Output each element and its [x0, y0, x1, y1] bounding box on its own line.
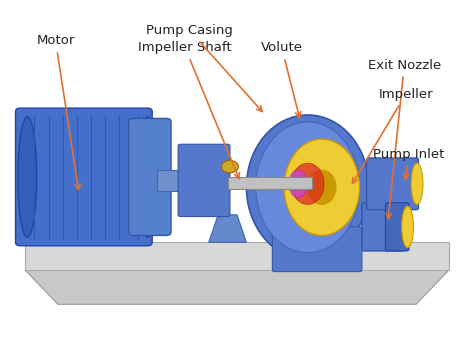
- Ellipse shape: [256, 122, 359, 253]
- Text: Volute: Volute: [261, 41, 303, 117]
- Ellipse shape: [18, 117, 36, 237]
- FancyBboxPatch shape: [366, 158, 419, 210]
- Text: Impeller Shaft: Impeller Shaft: [138, 41, 239, 178]
- Polygon shape: [25, 270, 449, 304]
- Bar: [228, 177, 312, 189]
- FancyBboxPatch shape: [178, 144, 230, 217]
- FancyBboxPatch shape: [385, 203, 409, 251]
- Ellipse shape: [291, 163, 324, 204]
- FancyBboxPatch shape: [16, 108, 152, 246]
- FancyBboxPatch shape: [128, 118, 171, 236]
- Text: Impeller: Impeller: [353, 88, 433, 183]
- Ellipse shape: [289, 170, 308, 197]
- Text: Pump Inlet: Pump Inlet: [374, 148, 445, 179]
- Text: Pump Casing: Pump Casing: [146, 24, 262, 111]
- Bar: [157, 170, 228, 191]
- FancyBboxPatch shape: [273, 227, 362, 272]
- Ellipse shape: [246, 115, 369, 260]
- Text: Exit Nozzle: Exit Nozzle: [368, 59, 441, 219]
- FancyBboxPatch shape: [362, 203, 404, 251]
- Polygon shape: [25, 242, 449, 270]
- Text: Motor: Motor: [36, 34, 80, 189]
- Polygon shape: [209, 215, 246, 242]
- Ellipse shape: [411, 163, 423, 204]
- Circle shape: [221, 160, 238, 173]
- Ellipse shape: [284, 139, 359, 236]
- Ellipse shape: [401, 206, 413, 247]
- Ellipse shape: [308, 170, 336, 204]
- Ellipse shape: [138, 117, 157, 237]
